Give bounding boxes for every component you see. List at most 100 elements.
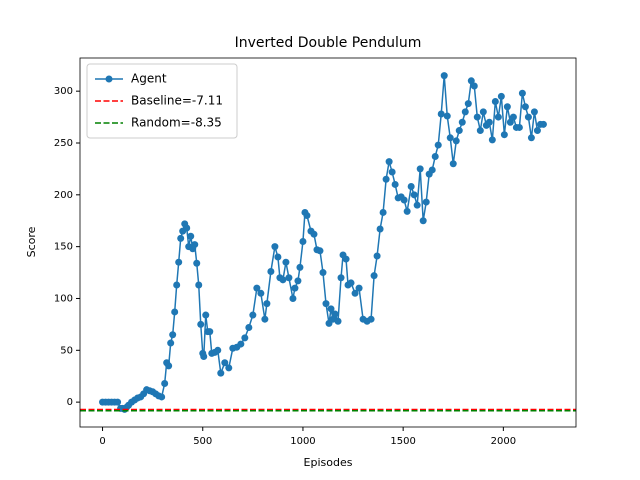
data-point [351, 289, 359, 297]
data-point [509, 113, 517, 121]
data-point [274, 253, 282, 261]
data-point [253, 284, 261, 292]
data-point [158, 393, 166, 401]
data-point [319, 269, 327, 277]
data-point [491, 98, 499, 106]
data-point [458, 118, 466, 126]
data-point [388, 168, 396, 176]
data-point [382, 175, 390, 183]
data-point [452, 137, 460, 145]
data-point [503, 103, 511, 111]
data-point [249, 311, 257, 319]
data-point [279, 276, 287, 284]
data-point [171, 308, 179, 316]
data-point [403, 207, 411, 215]
x-tick-label: 0 [99, 436, 105, 447]
data-point [310, 230, 318, 238]
data-point [334, 317, 342, 325]
data-point [217, 369, 225, 377]
data-point [376, 225, 384, 233]
data-point [167, 339, 175, 347]
data-point [479, 108, 487, 116]
data-point [261, 315, 269, 323]
plot-frame [79, 57, 577, 428]
data-point [470, 82, 478, 90]
data-point [285, 274, 293, 282]
x-axis-label: Episodes [304, 456, 353, 469]
x-tick-label: 1500 [390, 436, 415, 447]
data-point [440, 72, 448, 80]
data-point [500, 131, 508, 139]
data-point [173, 281, 181, 289]
y-tick-label: 0 [67, 397, 73, 408]
data-point [467, 77, 475, 85]
legend-label: Random=-8.35 [131, 116, 222, 130]
data-point [175, 258, 183, 266]
data-point [367, 315, 375, 323]
data-point [289, 294, 297, 302]
data-point [221, 359, 229, 367]
data-point [225, 364, 233, 372]
data-point [331, 310, 339, 318]
y-tick-label: 250 [54, 138, 73, 149]
data-point [449, 160, 457, 168]
y-axis-label: Score [25, 226, 38, 257]
data-point [413, 201, 421, 209]
data-point [407, 183, 415, 191]
y-tick-label: 150 [54, 242, 73, 253]
data-point [299, 237, 307, 245]
data-point [518, 89, 526, 97]
data-point [434, 141, 442, 149]
y-tick-label: 300 [54, 86, 73, 97]
data-point [443, 112, 451, 120]
x-tick-label: 2000 [491, 436, 516, 447]
data-point [431, 152, 439, 160]
data-point [282, 258, 290, 266]
data-point [177, 234, 185, 242]
data-point [161, 379, 169, 387]
data-point [370, 272, 378, 280]
data-point [245, 323, 253, 331]
data-point [527, 134, 535, 142]
data-point [342, 255, 350, 263]
legend-marker [105, 75, 113, 83]
data-point [400, 196, 408, 204]
data-point [373, 252, 381, 260]
data-point [303, 212, 311, 220]
data-point [337, 274, 345, 282]
y-tick-label: 200 [54, 190, 73, 201]
data-point [200, 353, 208, 361]
data-point [428, 166, 436, 174]
data-point [494, 113, 502, 121]
data-point [379, 208, 387, 216]
data-point [202, 311, 210, 319]
y-tick-label: 100 [54, 293, 73, 304]
data-point [524, 113, 532, 121]
data-point [385, 158, 393, 166]
data-point [195, 281, 203, 289]
data-point [291, 284, 299, 292]
data-point [187, 232, 195, 240]
data-point [197, 320, 205, 328]
data-point [410, 191, 418, 199]
data-point [515, 123, 523, 131]
data-point [533, 127, 541, 135]
data-point [257, 289, 265, 297]
data-point [530, 108, 538, 116]
data-point [165, 362, 173, 370]
legend-label: Baseline=-7.11 [131, 94, 223, 108]
data-point [461, 108, 469, 116]
data-point [455, 127, 463, 135]
data-point [206, 328, 214, 336]
data-point [473, 113, 481, 121]
data-point [419, 217, 427, 225]
data-point [521, 103, 529, 111]
data-point [416, 165, 424, 173]
data-point [485, 118, 493, 126]
y-tick-label: 50 [60, 345, 73, 356]
data-point [214, 346, 222, 354]
data-point [316, 247, 324, 255]
data-point [267, 268, 275, 276]
data-point [296, 263, 304, 271]
